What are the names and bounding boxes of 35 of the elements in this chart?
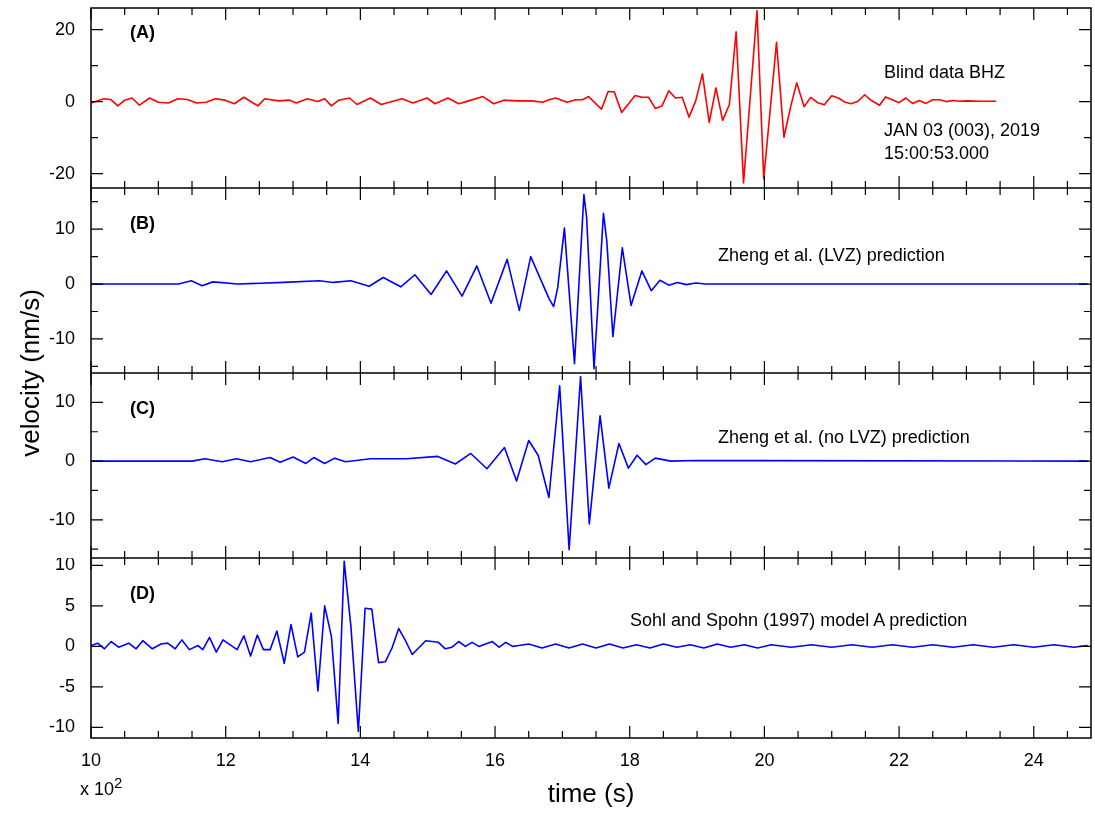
annotation: Zheng et al. (LVZ) prediction [718, 244, 945, 266]
y-tick-label: 0 [64, 90, 75, 111]
y-tick-label: 20 [54, 18, 75, 39]
text: (D) [130, 582, 155, 604]
annotation: Sohl and Spohn (1997) model A prediction [630, 609, 968, 631]
x-tick-label: 16 [485, 749, 506, 770]
y-axis-title: velocity (nm/s) [14, 289, 46, 457]
y-tick-label: 10 [54, 391, 75, 412]
annotation: Blind data BHZ [884, 61, 1006, 83]
x-tick-label: 14 [350, 749, 371, 770]
y-tick-label: -5 [58, 675, 75, 696]
text: (C) [130, 397, 155, 419]
annotation: JAN 03 (003), 2019 [884, 119, 1041, 141]
x-axis-title: time (s) [547, 777, 635, 808]
y-tick-label: 5 [64, 594, 75, 615]
y-tick-label: -20 [48, 162, 75, 183]
x-tick-label: 10 [80, 749, 102, 770]
x-tick-label: 18 [619, 749, 640, 770]
y-tick-label: 10 [54, 554, 75, 575]
x-tick-label: 20 [754, 749, 775, 770]
y-tick-label: -10 [48, 508, 75, 529]
y-tick-label: -10 [48, 716, 75, 737]
x-tick-label: 22 [889, 749, 910, 770]
x-tick-label: 24 [1023, 749, 1044, 770]
annotation: 15:00:53.000 [884, 142, 990, 164]
y-tick-label: -10 [48, 327, 75, 348]
text: (B) [130, 212, 155, 234]
y-tick-label: 0 [64, 273, 75, 294]
x-tick-label: 12 [215, 749, 236, 770]
y-tick-label: 10 [54, 218, 75, 239]
text: (A) [130, 21, 155, 43]
y-tick-label: 0 [64, 450, 75, 471]
y-tick-label: 0 [64, 635, 75, 656]
annotation: Zheng et al. (no LVZ) prediction [718, 426, 970, 448]
text: x 10$^{2}$ [80, 774, 123, 800]
